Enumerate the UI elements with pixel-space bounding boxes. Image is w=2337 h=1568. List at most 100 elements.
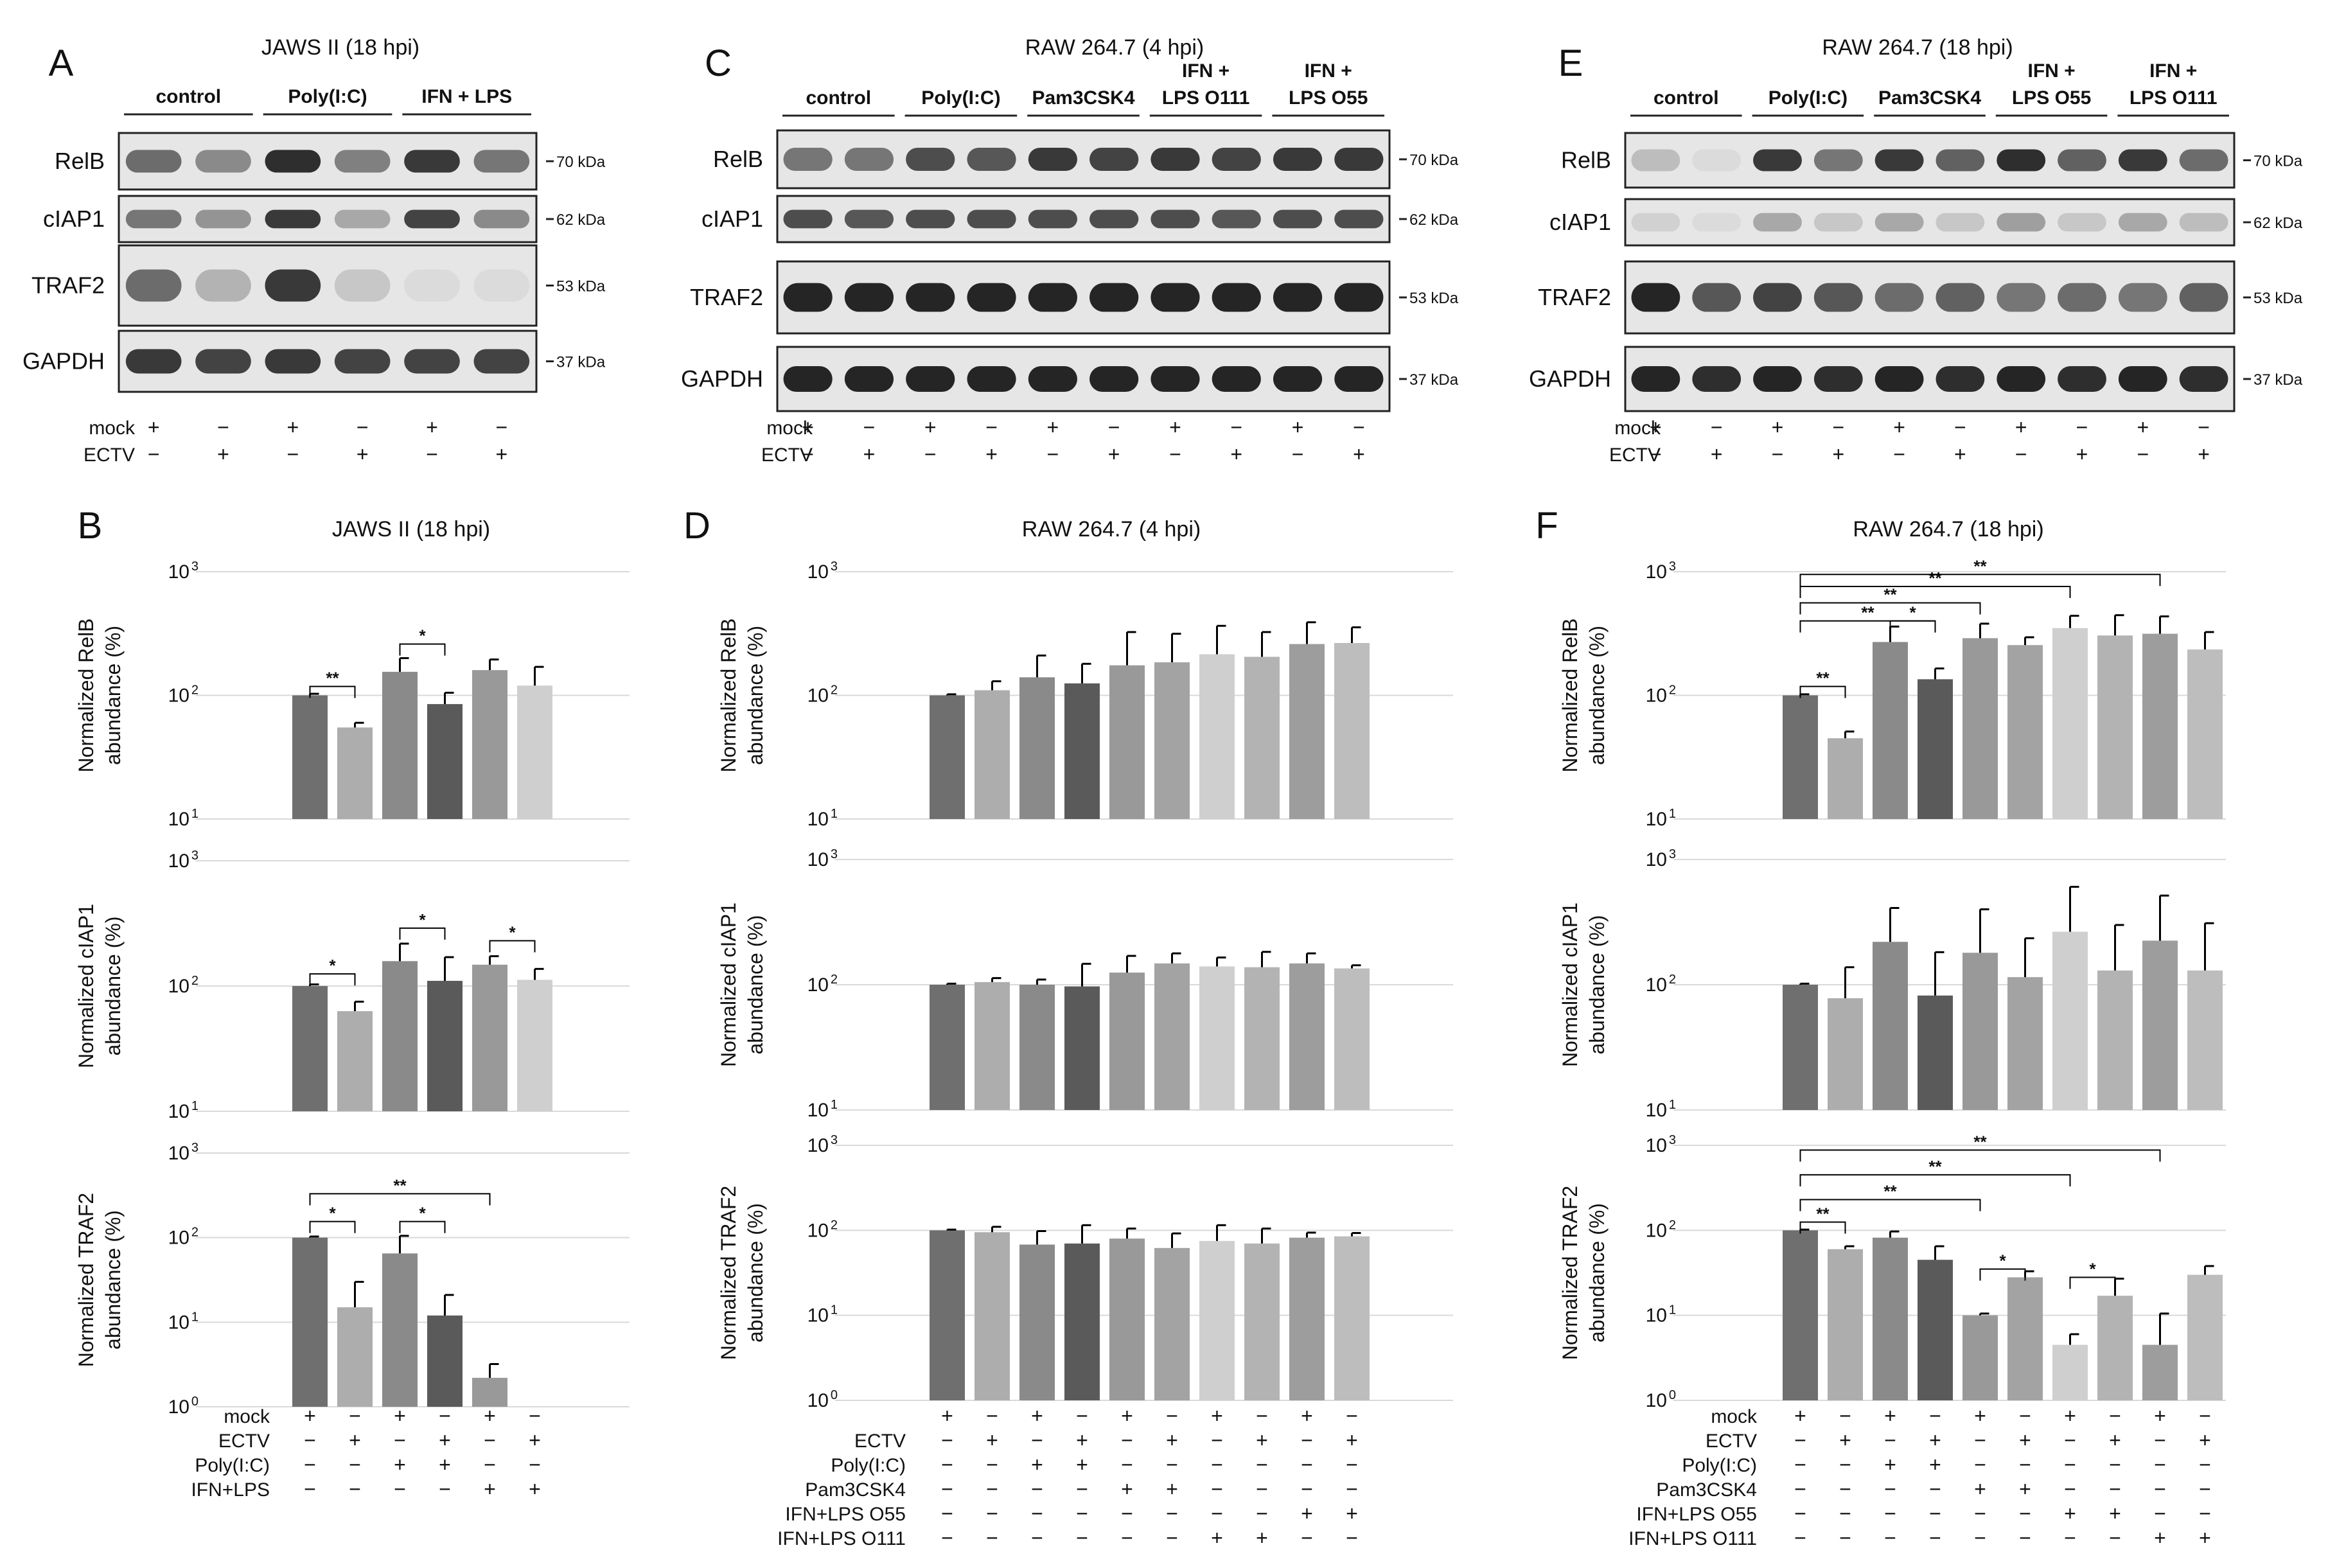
chart-B-0-sig-bracket-0 (309, 685, 356, 698)
blot-band-E-TRAF2-2 (1753, 283, 1802, 312)
chart-F-0-sig-bracket-4 (1799, 585, 2071, 598)
chart-D-1-bar-6 (1199, 966, 1235, 1110)
chart-F-0-bar-2 (1873, 642, 1908, 819)
chart-D-1-bar-3 (1064, 986, 1100, 1110)
blot-cond-label-E-0: mock (1614, 418, 1661, 439)
chart-B-2-bar-2 (382, 1253, 418, 1407)
chart-D-cond-sign-2-3: + (1076, 1453, 1088, 1476)
chart-F-cond-sign-5-3: − (1929, 1526, 1941, 1549)
blot-band-E-RelB-7 (2058, 149, 2106, 172)
blot-band-A-GAPDH-5 (473, 349, 530, 374)
chart-F-2-tick-0-base: 10 (1646, 1135, 1667, 1156)
blot-band-E-TRAF2-5 (1936, 283, 1985, 312)
blot-sign-E-1-3: + (1832, 443, 1844, 466)
chart-B-cond-sign-3-2: − (394, 1477, 406, 1501)
chart-F-2-sig-label-1: * (1999, 1251, 2006, 1271)
chart-D-0-tick-2: 10 1 (807, 807, 838, 830)
blot-sign-C-0-9: − (1353, 416, 1365, 439)
chart-F-cond-sign-3-7: − (2109, 1477, 2121, 1501)
chart-F-cond-label-5: IFN+LPS O111 (1628, 1528, 1757, 1549)
chart-D-cond-sign-4-1: − (986, 1502, 998, 1525)
chart-F-0-bar-4 (1962, 638, 1998, 819)
chart-D-2-bar-9 (1334, 1236, 1370, 1400)
blot-sign-E-0-0: + (1650, 416, 1662, 439)
chart-B-0-bar-2 (382, 671, 418, 819)
chart-B-0-sig-bracket-1 (399, 643, 446, 656)
chart-F-cond-sign-4-5: − (2019, 1502, 2031, 1525)
chart-F-cond-label-0: mock (1711, 1406, 1758, 1427)
chart-D-2-tick-2: 10 1 (807, 1303, 838, 1326)
blot-band-E-cIAP1-0 (1631, 213, 1680, 232)
chart-B-1-sig-bracket-0 (309, 973, 356, 986)
blot-band-A-TRAF2-4 (404, 269, 460, 302)
chart-B-1-tick-1-base: 10 (168, 976, 190, 997)
chart-F-cond-sign-1-8: − (2154, 1429, 2166, 1452)
chart-F-cond-sign-1-5: + (2019, 1429, 2031, 1452)
blot-band-A-RelB-5 (473, 150, 530, 173)
chart-F-cond-sign-2-4: − (1974, 1453, 1986, 1476)
chart-D-0-bar-3 (1064, 683, 1100, 819)
blot-band-C-GAPDH-5 (1089, 366, 1139, 392)
blot-cond-label-A-1: ECTV (84, 445, 135, 466)
chart-F-cond-sign-1-9: + (2199, 1429, 2211, 1452)
chart-F-cond-sign-5-9: + (2199, 1526, 2211, 1549)
chart-D-cond-sign-3-3: − (1076, 1477, 1088, 1501)
blot-group-label-C-0: control (806, 87, 871, 109)
chart-F-cond-label-2: Poly(I:C) (1682, 1455, 1757, 1476)
chart-F-2-bar-3 (1918, 1260, 1953, 1400)
chart-B-2-tick-1: 10 2 (168, 1226, 198, 1249)
chart-D-2-tick-1: 10 2 (807, 1218, 838, 1241)
chart-B-1-tick-1-exp: 2 (191, 974, 198, 988)
chart-D-cond-sign-4-9: + (1346, 1502, 1358, 1525)
chart-D-2-tick-0-exp: 3 (831, 1133, 838, 1147)
chart-B-0-tick-2-exp: 1 (191, 807, 198, 821)
chart-F-0-ylabel-1: Normalized RelB (1558, 618, 1582, 772)
chart-D-cond-sign-0-8: + (1301, 1404, 1313, 1427)
chart-B-2-tick-3: 10 0 (168, 1395, 198, 1418)
blot-band-A-RelB-0 (125, 150, 182, 173)
chart-F-2-tick-2: 10 1 (1646, 1303, 1676, 1326)
blot-band-E-RelB-9 (2179, 149, 2228, 172)
chart-F-1-bar-4 (1962, 953, 1998, 1110)
blot-strip-A-TRAF2 (118, 244, 538, 327)
chart-F-2-tick-0: 10 3 (1646, 1133, 1676, 1156)
chart-B-2-tick-2-exp: 1 (191, 1310, 198, 1324)
chart-F-2-sig-label-2: * (2089, 1259, 2096, 1278)
chart-F-0-bar-1 (1828, 738, 1863, 819)
chart-F-cond-sign-5-6: − (2064, 1526, 2076, 1549)
chart-F-cond-sign-4-6: + (2064, 1502, 2076, 1525)
chart-F-0-tick-2-base: 10 (1646, 809, 1667, 830)
chart-F-0-bar-6 (2052, 628, 2088, 819)
chart-D-0-tick-0-exp: 3 (831, 559, 838, 574)
blot-marker-label-A-3: 37 kDa (556, 354, 606, 371)
chart-F-cond-sign-3-4: + (1974, 1477, 1986, 1501)
chart-B-cond-sign-2-0: − (304, 1453, 316, 1476)
blot-band-C-RelB-2 (906, 148, 955, 171)
chart-D-cond-sign-3-8: − (1301, 1477, 1313, 1501)
chart-F-0-tick-0: 10 3 (1646, 559, 1676, 583)
blot-band-C-RelB-4 (1028, 148, 1077, 171)
blot-band-C-RelB-9 (1334, 148, 1384, 171)
blot-sign-A-0-0: + (148, 416, 160, 439)
chart-B-2-sig-label-1: * (419, 1204, 426, 1223)
chart-F-2-tick-0-exp: 3 (1669, 1133, 1676, 1147)
blot-band-C-cIAP1-9 (1334, 209, 1384, 229)
blot-sign-E-1-2: − (1772, 443, 1784, 466)
chart-D-1-bar-8 (1289, 963, 1325, 1110)
chart-F-1-tick-2-exp: 1 (1669, 1098, 1676, 1112)
blot-sign-E-1-4: − (1893, 443, 1905, 466)
chart-F-cond-label-3: Pam3CSK4 (1656, 1479, 1757, 1501)
chart-B-2-sig-bracket-1 (399, 1220, 446, 1233)
blot-sign-C-0-7: − (1230, 416, 1242, 439)
chart-B-cond-sign-0-4: + (484, 1404, 496, 1427)
blot-sign-C-0-2: + (924, 416, 937, 439)
chart-B-cond-label-3: IFN+LPS (191, 1479, 270, 1501)
chart-F-0-bar-8 (2142, 633, 2178, 819)
blot-band-E-RelB-6 (1997, 149, 2046, 172)
blot-strip-A-GAPDH (118, 330, 538, 393)
blot-group-label-E-3: IFN + (2028, 60, 2076, 82)
chart-B-2-tick-0: 10 3 (168, 1141, 198, 1164)
chart-B-0-tick-1: 10 2 (168, 683, 198, 707)
blot-protein-label-E-RelB: RelB (1561, 147, 1611, 173)
chart-F-0-tick-0-base: 10 (1646, 561, 1667, 583)
